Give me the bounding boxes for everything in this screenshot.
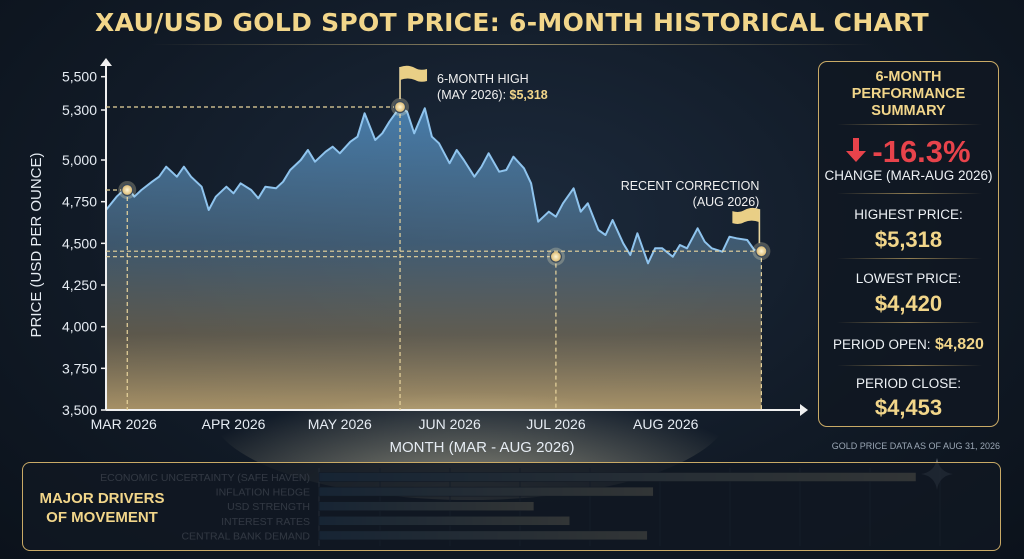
x-axis-title: MONTH (MAR - AUG 2026) (389, 439, 574, 456)
highest-price-value: $5,318 (874, 227, 943, 252)
x-tick-label: MAR 2026 (91, 416, 157, 432)
change-label: CHANGE (MAR-AUG 2026) (824, 168, 993, 183)
drivers-title: MAJOR DRIVERS OF MOVEMENT (39, 490, 165, 526)
annotation-marker (755, 245, 768, 258)
period-open-value: $4,820 (935, 336, 984, 353)
x-tick-label: JUN 2026 (418, 416, 480, 432)
highest-price-label: HIGHEST PRICE: (854, 207, 963, 222)
summary-divider (837, 322, 982, 323)
change-row: -16.3% (819, 132, 998, 170)
title-divider (150, 44, 874, 45)
summary-heading: 6-MONTH PERFORMANCE SUMMARY (851, 69, 966, 119)
period-open-label: PERIOD OPEN: (833, 337, 931, 352)
chart-title: XAU/USD GOLD SPOT PRICE: 6-MONTH HISTORI… (95, 8, 929, 37)
change-value: -16.3% (872, 133, 971, 169)
annotation-sublabel: (MAY 2026): $5,318 (437, 88, 548, 102)
drivers-panel: MAJOR DRIVERS OF MOVEMENT (22, 462, 1001, 551)
performance-summary-panel: 6-MONTH PERFORMANCE SUMMARY -16.3% CHANG… (818, 61, 999, 427)
summary-divider (837, 365, 982, 366)
lowest-price-label: LOWEST PRICE: (855, 271, 962, 286)
summary-divider (837, 193, 982, 194)
y-tick-label: 4,000 (62, 319, 97, 335)
x-tick-label: AUG 2026 (633, 416, 699, 432)
lowest-price-value: $4,420 (874, 291, 943, 316)
annotation-marker (393, 100, 407, 114)
y-axis-arrow-icon (100, 58, 112, 66)
summary-divider (837, 258, 982, 259)
period-close-label: PERIOD CLOSE: (855, 376, 962, 391)
annotation-marker (121, 183, 134, 197)
x-axis-arrow-icon (800, 404, 808, 416)
annotation-label: RECENT CORRECTION (621, 179, 760, 193)
x-tick-label: APR 2026 (202, 416, 266, 432)
x-tick-label: MAY 2026 (308, 416, 372, 432)
period-close-value: $4,453 (874, 395, 943, 420)
period-open-row: PERIOD OPEN: $4,820 (819, 336, 998, 354)
y-axis-title: PRICE (USD PER OUNCE) (28, 152, 45, 337)
summary-divider (837, 124, 982, 125)
flag-icon (399, 65, 428, 99)
data-footnote: GOLD PRICE DATA AS OF AUG 31, 2026 (832, 441, 1000, 451)
y-tick-label: 4,500 (62, 235, 97, 251)
y-tick-label: 4,750 (62, 194, 97, 210)
annotation-label: 6-MONTH HIGH (437, 72, 529, 86)
annotation-value: $5,318 (506, 88, 548, 102)
y-tick-label: 3,750 (62, 360, 97, 376)
flag-icon (732, 207, 761, 244)
annotation-sublabel: (AUG 2026) (693, 195, 760, 209)
down-arrow-icon (846, 134, 867, 170)
y-tick-label: 5,300 (62, 102, 97, 118)
y-tick-label: 4,250 (62, 277, 97, 293)
y-tick-label: 3,500 (62, 402, 97, 418)
annotation-marker (549, 250, 563, 263)
annotations: 6-MONTH HIGH (MAY 2026): $5,318 RECENT COR… (106, 65, 771, 410)
y-tick-label: 5,500 (62, 69, 97, 85)
y-tick-label: 5,000 (62, 152, 97, 168)
x-tick-label: JUL 2026 (526, 416, 586, 432)
axes: 3,500 3,750 4,000 4,250 4,500 4,750 5,000 5,300… (62, 58, 808, 432)
